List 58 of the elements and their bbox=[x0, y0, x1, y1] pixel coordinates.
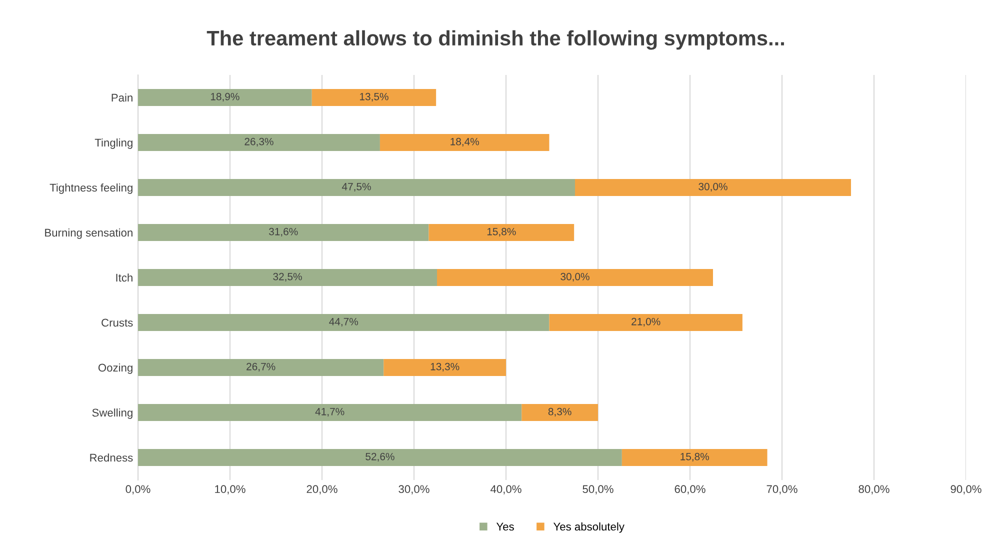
data-label: 26,7% bbox=[246, 362, 276, 372]
data-label: 52,6% bbox=[366, 452, 394, 462]
bar bbox=[138, 224, 429, 242]
legend-label: Yes bbox=[496, 522, 514, 531]
x-tick-label: 10,0% bbox=[215, 485, 246, 494]
y-tick-label: Burning sensation bbox=[45, 228, 132, 239]
y-tick-label: Tingling bbox=[94, 138, 132, 149]
data-label: 41,7% bbox=[315, 408, 344, 417]
y-tick-label: Itch bbox=[116, 273, 132, 282]
bar bbox=[575, 178, 851, 196]
bar bbox=[138, 178, 575, 196]
x-tick-label: 40,0% bbox=[490, 485, 522, 494]
data-label: 32,5% bbox=[273, 272, 302, 282]
data-label: 15,8% bbox=[680, 452, 709, 462]
x-tick-label: 0,0% bbox=[126, 485, 150, 494]
bar bbox=[380, 134, 550, 152]
bar bbox=[138, 404, 522, 422]
data-label: 13,5% bbox=[360, 92, 388, 102]
data-label: 26,3% bbox=[244, 138, 274, 147]
bar bbox=[549, 314, 742, 332]
bar bbox=[138, 358, 384, 376]
bar bbox=[138, 268, 437, 286]
data-label: 8,3% bbox=[548, 408, 572, 417]
bar bbox=[428, 224, 574, 242]
bar bbox=[312, 88, 436, 106]
bar bbox=[384, 358, 506, 376]
y-tick-label: Swelling bbox=[92, 408, 132, 419]
chart-title: The treament allows to diminish the following symptoms... bbox=[206, 30, 784, 50]
data-label: 15,8% bbox=[487, 228, 516, 237]
y-tick-label: Crusts bbox=[102, 318, 133, 327]
y-tick-label: Pain bbox=[112, 93, 132, 102]
y-tick-label: Redness bbox=[90, 453, 133, 462]
data-label: 30,0% bbox=[698, 182, 728, 192]
y-tick-label: Tightness feeling bbox=[50, 183, 132, 194]
x-tick-label: 30,0% bbox=[398, 485, 430, 494]
bar bbox=[138, 134, 380, 152]
x-tick-label: 70,0% bbox=[766, 485, 798, 494]
data-label: 44,7% bbox=[329, 318, 358, 327]
x-tick-label: 90,0% bbox=[950, 485, 982, 494]
bar bbox=[522, 404, 598, 422]
data-label: 30,0% bbox=[560, 272, 590, 282]
x-tick-label: 20,0% bbox=[306, 485, 338, 494]
legend-label: Yes absolutely bbox=[553, 522, 624, 533]
data-label: 47,5% bbox=[342, 182, 371, 192]
data-label: 31,6% bbox=[268, 228, 298, 237]
x-tick-label: 50,0% bbox=[582, 485, 614, 494]
bar bbox=[437, 268, 713, 286]
x-tick-label: 80,0% bbox=[858, 485, 890, 494]
x-tick-label: 60,0% bbox=[674, 485, 706, 494]
bar bbox=[138, 314, 550, 332]
data-label: 18,9% bbox=[210, 92, 240, 102]
bar bbox=[138, 448, 622, 466]
bar bbox=[138, 88, 312, 106]
data-label: 18,4% bbox=[450, 138, 479, 147]
y-tick-label: Oozing bbox=[98, 363, 132, 374]
data-label: 13,3% bbox=[430, 362, 460, 372]
data-label: 21,0% bbox=[632, 318, 660, 327]
bar bbox=[622, 448, 768, 466]
